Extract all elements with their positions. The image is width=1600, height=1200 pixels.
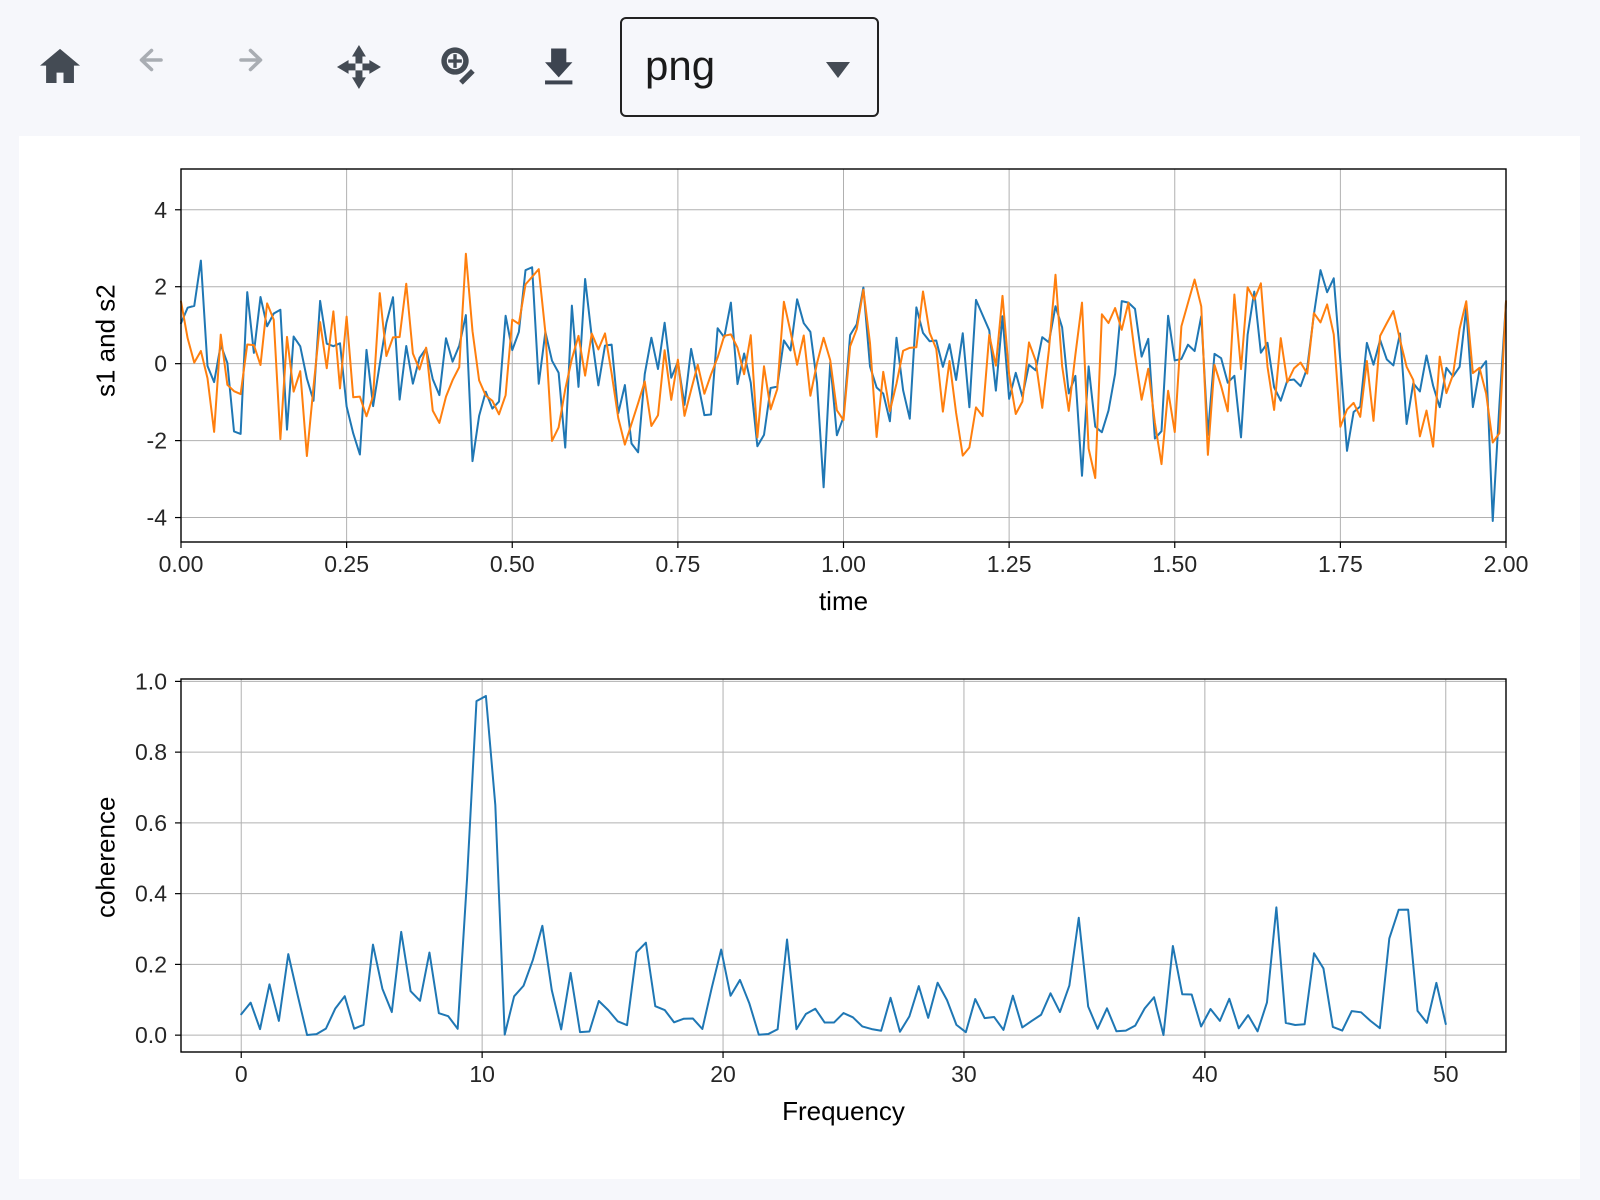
svg-text:1.50: 1.50 bbox=[1152, 551, 1197, 577]
svg-text:1.0: 1.0 bbox=[135, 668, 167, 694]
svg-text:40: 40 bbox=[1192, 1061, 1218, 1087]
svg-text:-2: -2 bbox=[147, 428, 167, 454]
svg-text:0: 0 bbox=[154, 351, 167, 377]
svg-text:0.50: 0.50 bbox=[490, 551, 535, 577]
svg-text:10: 10 bbox=[469, 1061, 495, 1087]
svg-text:0.25: 0.25 bbox=[324, 551, 369, 577]
svg-text:0.4: 0.4 bbox=[135, 881, 167, 907]
svg-text:0.0: 0.0 bbox=[135, 1022, 167, 1048]
svg-text:0.75: 0.75 bbox=[655, 551, 700, 577]
svg-text:2: 2 bbox=[154, 274, 167, 300]
svg-text:20: 20 bbox=[710, 1061, 736, 1087]
svg-text:1.25: 1.25 bbox=[987, 551, 1032, 577]
svg-text:0.2: 0.2 bbox=[135, 951, 167, 977]
svg-text:time: time bbox=[819, 586, 868, 616]
svg-text:4: 4 bbox=[154, 197, 167, 223]
svg-text:0.00: 0.00 bbox=[159, 551, 204, 577]
svg-text:30: 30 bbox=[951, 1061, 977, 1087]
svg-text:Frequency: Frequency bbox=[782, 1096, 905, 1126]
svg-text:-4: -4 bbox=[147, 505, 168, 531]
svg-text:2.00: 2.00 bbox=[1484, 551, 1529, 577]
svg-text:png: png bbox=[645, 42, 715, 89]
svg-text:50: 50 bbox=[1433, 1061, 1459, 1087]
svg-text:1.75: 1.75 bbox=[1318, 551, 1363, 577]
svg-text:0.8: 0.8 bbox=[135, 739, 167, 765]
svg-text:0: 0 bbox=[235, 1061, 248, 1087]
svg-text:1.00: 1.00 bbox=[821, 551, 866, 577]
svg-text:0.6: 0.6 bbox=[135, 810, 167, 836]
